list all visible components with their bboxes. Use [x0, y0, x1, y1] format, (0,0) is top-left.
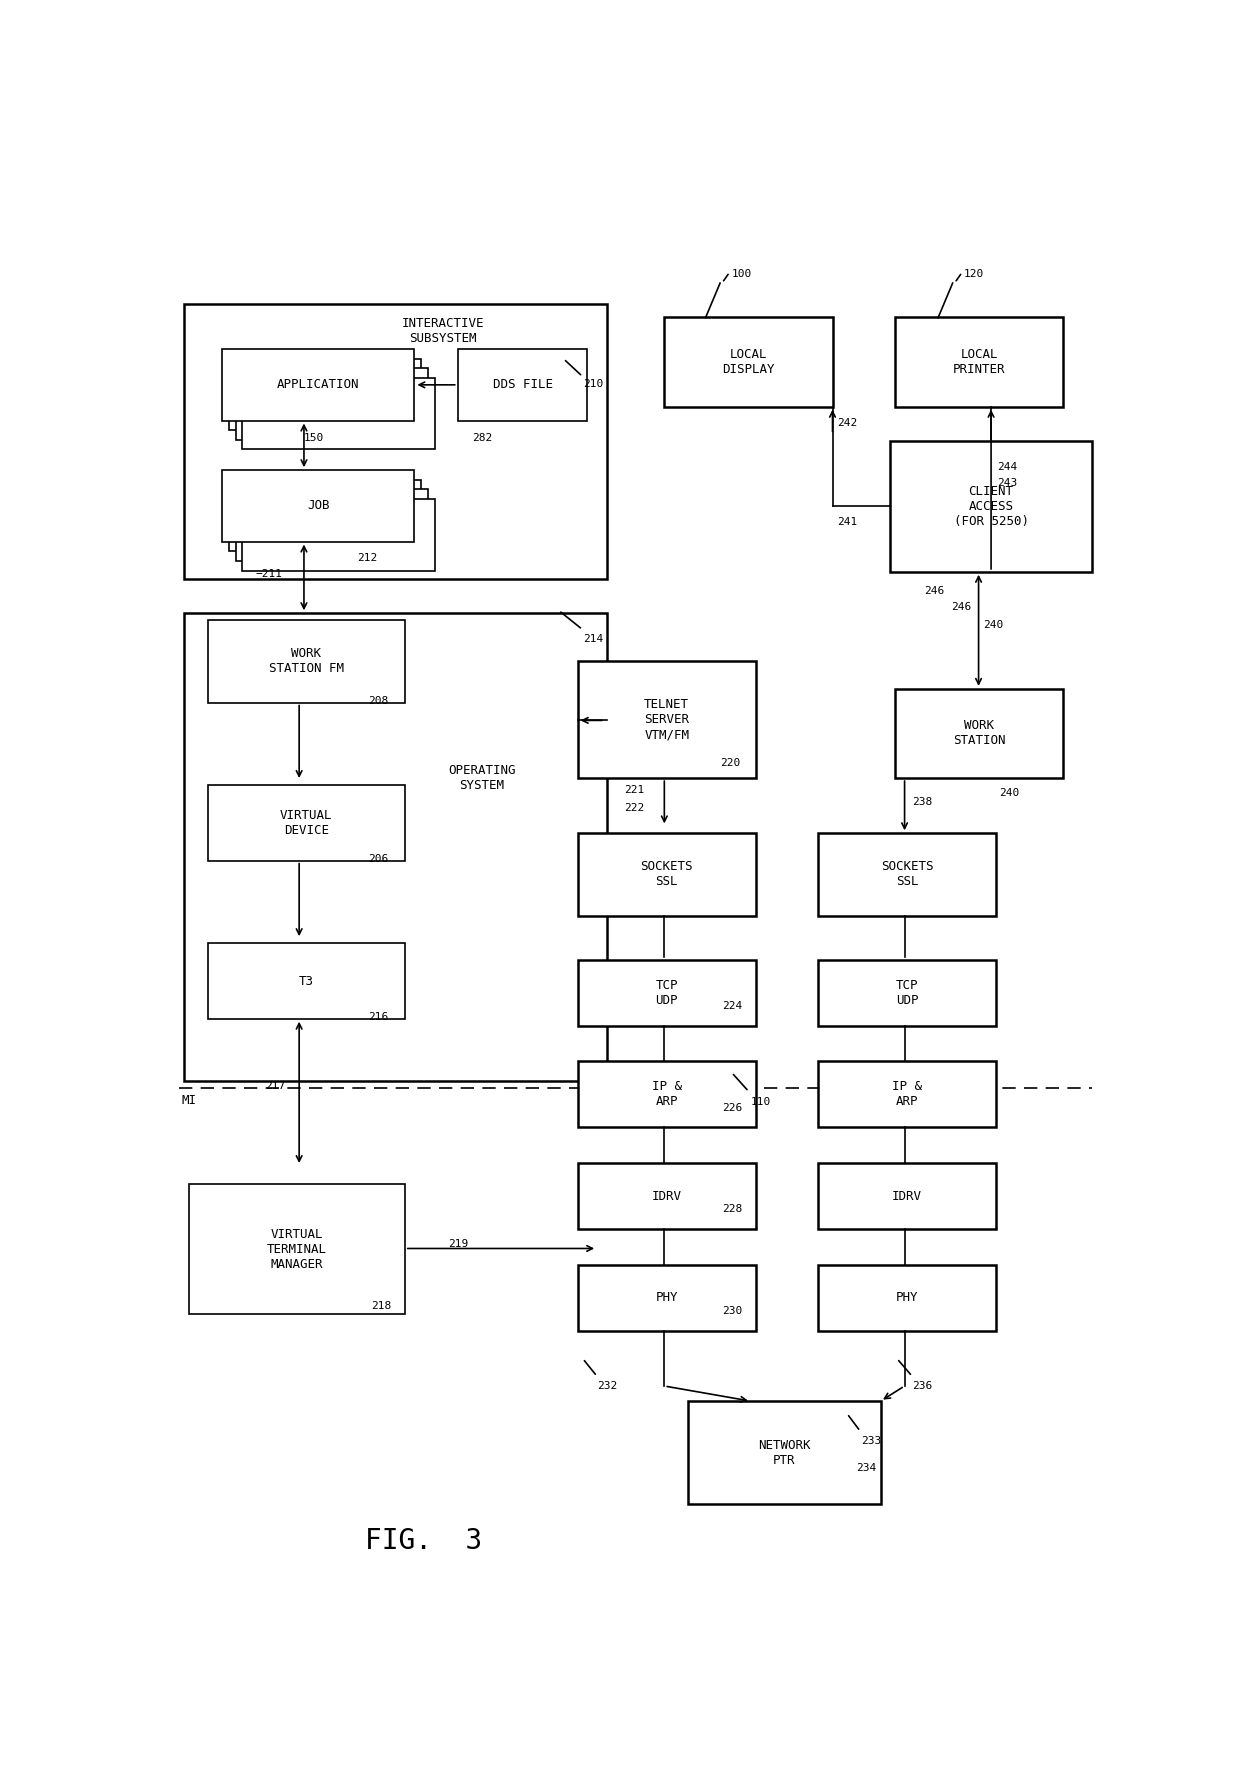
Text: 228: 228 [722, 1204, 743, 1214]
Text: 241: 241 [837, 516, 858, 527]
FancyBboxPatch shape [578, 661, 755, 779]
FancyBboxPatch shape [895, 689, 1063, 779]
Text: 244: 244 [997, 463, 1017, 472]
Text: WORK
STATION FM: WORK STATION FM [269, 647, 343, 675]
Text: JOB: JOB [308, 500, 330, 513]
FancyBboxPatch shape [208, 943, 404, 1018]
FancyBboxPatch shape [895, 318, 1063, 407]
Text: VIRTUAL
TERMINAL
MANAGER: VIRTUAL TERMINAL MANAGER [267, 1227, 327, 1270]
FancyBboxPatch shape [243, 379, 435, 450]
Text: 206: 206 [368, 854, 388, 864]
FancyBboxPatch shape [208, 786, 404, 861]
Text: 110: 110 [751, 1097, 771, 1107]
Text: 216: 216 [368, 1013, 388, 1022]
Text: IDRV: IDRV [652, 1189, 682, 1202]
Text: 150: 150 [304, 432, 324, 443]
Text: 221: 221 [624, 786, 645, 795]
Text: IP &
ARP: IP & ARP [892, 1081, 923, 1109]
FancyBboxPatch shape [578, 832, 755, 916]
FancyBboxPatch shape [222, 348, 414, 421]
Text: LOCAL
PRINTER: LOCAL PRINTER [952, 348, 1006, 377]
Text: 230: 230 [722, 1306, 743, 1316]
Text: VIRTUAL
DEVICE: VIRTUAL DEVICE [280, 809, 332, 838]
FancyBboxPatch shape [236, 368, 428, 439]
FancyBboxPatch shape [208, 620, 404, 702]
Text: DDS FILE: DDS FILE [492, 379, 553, 391]
Text: 246: 246 [951, 602, 971, 613]
FancyBboxPatch shape [818, 1163, 996, 1229]
Text: 242: 242 [837, 418, 858, 429]
Text: 220: 220 [720, 757, 740, 768]
Text: INTERACTIVE
SUBSYSTEM: INTERACTIVE SUBSYSTEM [402, 316, 485, 345]
Text: 218: 218 [371, 1300, 392, 1311]
Text: 120: 120 [965, 270, 985, 279]
Text: 100: 100 [732, 270, 751, 279]
Text: 233: 233 [862, 1436, 882, 1445]
Text: TCP
UDP: TCP UDP [895, 979, 919, 1007]
Text: FIG.  3: FIG. 3 [366, 1527, 482, 1556]
Text: 219: 219 [448, 1239, 469, 1248]
Text: 208: 208 [368, 695, 388, 705]
FancyBboxPatch shape [818, 1264, 996, 1331]
Text: −211: −211 [255, 570, 283, 579]
FancyBboxPatch shape [243, 498, 435, 570]
Text: WORK
STATION: WORK STATION [952, 720, 1006, 748]
Text: 236: 236 [913, 1381, 932, 1391]
FancyBboxPatch shape [818, 959, 996, 1025]
Text: 282: 282 [472, 432, 492, 443]
Text: 238: 238 [913, 797, 932, 807]
Text: PHY: PHY [656, 1291, 678, 1304]
Text: TCP
UDP: TCP UDP [656, 979, 678, 1007]
Text: TELNET
SERVER
VTM/FM: TELNET SERVER VTM/FM [645, 698, 689, 741]
FancyBboxPatch shape [665, 318, 832, 407]
Text: 243: 243 [997, 479, 1017, 488]
Text: SOCKETS
SSL: SOCKETS SSL [641, 861, 693, 888]
Text: CLIENT
ACCESS
(FOR 5250): CLIENT ACCESS (FOR 5250) [954, 486, 1028, 529]
Text: 232: 232 [596, 1381, 618, 1391]
Text: 226: 226 [722, 1102, 743, 1113]
Text: 240: 240 [998, 788, 1019, 798]
FancyBboxPatch shape [818, 832, 996, 916]
Text: T3: T3 [299, 975, 314, 988]
FancyBboxPatch shape [688, 1402, 880, 1504]
Text: 210: 210 [583, 379, 603, 389]
Text: 214: 214 [583, 634, 603, 643]
FancyBboxPatch shape [578, 1061, 755, 1127]
FancyBboxPatch shape [578, 1264, 755, 1331]
Text: 234: 234 [857, 1463, 877, 1473]
FancyBboxPatch shape [222, 470, 414, 541]
FancyBboxPatch shape [818, 1061, 996, 1127]
Text: IDRV: IDRV [892, 1189, 923, 1202]
Text: MI: MI [182, 1095, 197, 1107]
Text: 240: 240 [983, 620, 1003, 630]
Text: 217: 217 [265, 1081, 285, 1091]
Text: APPLICATION: APPLICATION [277, 379, 360, 391]
Text: LOCAL
DISPLAY: LOCAL DISPLAY [722, 348, 775, 377]
Text: 222: 222 [624, 804, 645, 813]
FancyBboxPatch shape [229, 480, 422, 552]
Text: IP &
ARP: IP & ARP [652, 1081, 682, 1109]
FancyBboxPatch shape [236, 489, 428, 561]
Text: SOCKETS
SSL: SOCKETS SSL [880, 861, 934, 888]
Text: OPERATING
SYSTEM: OPERATING SYSTEM [448, 764, 516, 793]
FancyBboxPatch shape [458, 348, 588, 421]
FancyBboxPatch shape [578, 959, 755, 1025]
Text: 212: 212 [357, 552, 377, 563]
Text: 246: 246 [924, 586, 944, 595]
Text: 224: 224 [722, 1000, 743, 1011]
Text: NETWORK
PTR: NETWORK PTR [758, 1440, 811, 1466]
FancyBboxPatch shape [578, 1163, 755, 1229]
FancyBboxPatch shape [188, 1184, 404, 1314]
FancyBboxPatch shape [890, 441, 1092, 572]
FancyBboxPatch shape [229, 359, 422, 430]
Text: PHY: PHY [895, 1291, 919, 1304]
